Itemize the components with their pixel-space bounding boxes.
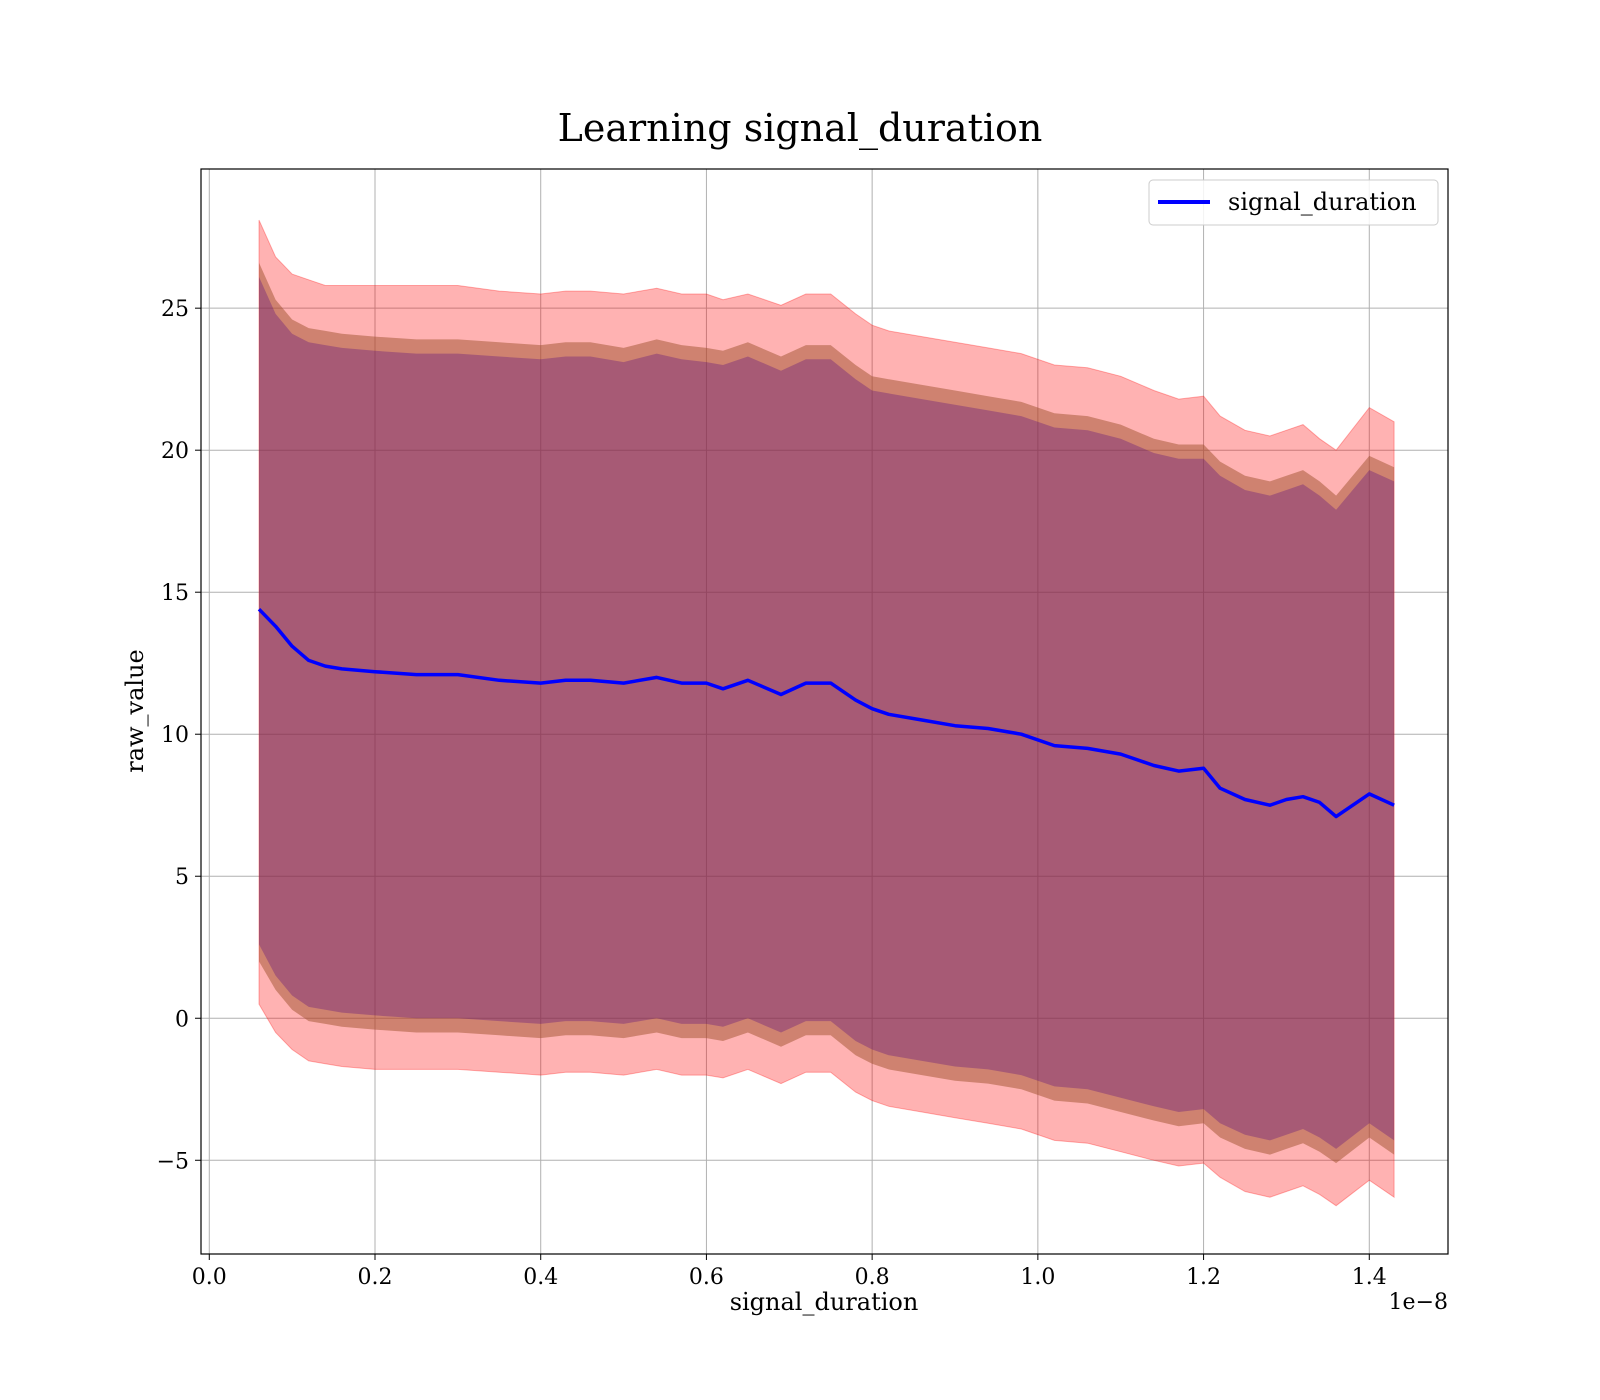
x-tick-label: 0.6 (689, 1265, 724, 1290)
legend-box (1148, 179, 1439, 226)
band-inner (259, 276, 1395, 1149)
y-tick-label: 25 (161, 297, 189, 322)
y-tick-label: 10 (161, 723, 189, 748)
y-tick-label: −5 (157, 1149, 189, 1174)
y-axis-label: raw_value (121, 649, 149, 773)
y-tick-label: 0 (175, 1007, 189, 1032)
x-tick-label: 0.0 (192, 1265, 227, 1290)
series-line-signal-duration (257, 607, 1395, 819)
legend: signal_duration (1148, 179, 1439, 226)
x-tick-label: 0.4 (523, 1265, 558, 1290)
y-tick-label: 20 (161, 439, 189, 464)
band-middle (259, 262, 1395, 1164)
y-tick-label: 5 (175, 865, 189, 890)
series-lines (257, 607, 1395, 819)
y-tick-label: 15 (161, 581, 189, 606)
x-axis-ticks: 0.0 0.2 0.4 0.6 0.8 1.0 1.2 1.4 (192, 1254, 1387, 1290)
y-axis-ticks: −5 0 5 10 15 20 25 (157, 297, 201, 1174)
x-tick-label: 1.0 (1020, 1265, 1055, 1290)
plot-frame (200, 168, 1449, 1255)
x-tick-label: 1.2 (1186, 1265, 1221, 1290)
x-axis-offset-text: 1e−8 (1389, 1290, 1448, 1315)
chart-title: Learning signal_duration (558, 106, 1043, 151)
x-axis-label: signal_duration (730, 1288, 919, 1316)
x-tick-label: 0.2 (358, 1265, 393, 1290)
legend-label: signal_duration (1228, 188, 1417, 216)
x-tick-label: 0.8 (855, 1265, 890, 1290)
x-tick-label: 1.4 (1352, 1265, 1387, 1290)
confidence-bands (258, 219, 1395, 1207)
